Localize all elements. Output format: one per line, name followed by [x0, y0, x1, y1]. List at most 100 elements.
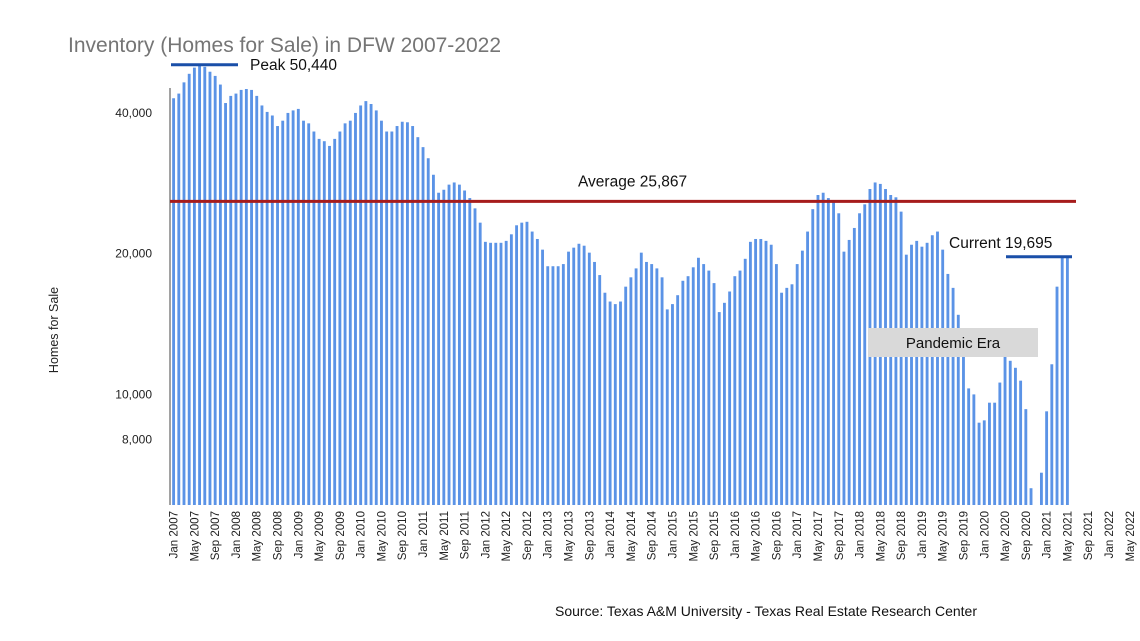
bar	[920, 246, 924, 505]
bar	[260, 105, 264, 506]
bar	[717, 312, 721, 505]
bar	[967, 388, 971, 505]
y-tick-label: 20,000	[115, 247, 152, 261]
bar	[790, 284, 794, 505]
bar	[432, 174, 435, 505]
bar	[624, 286, 628, 505]
x-tick-label: May 2013	[564, 511, 576, 562]
bar	[665, 309, 669, 505]
bar	[1055, 286, 1059, 505]
bar	[421, 147, 425, 505]
x-tick-label: May 2016	[751, 511, 763, 562]
bar	[567, 251, 570, 505]
bar	[1060, 256, 1064, 505]
bar	[634, 268, 638, 505]
bar	[977, 422, 981, 505]
bar	[468, 198, 472, 505]
bar	[359, 105, 363, 506]
y-tick-label: 8,000	[122, 433, 152, 447]
bar	[962, 341, 965, 505]
x-tick-label: Jan 2012	[480, 511, 492, 558]
bar	[743, 258, 747, 505]
bar	[499, 242, 503, 506]
y-tick-label: 10,000	[115, 387, 152, 401]
x-tick-label: Jan 2018	[855, 511, 867, 558]
bar	[702, 264, 706, 505]
bar	[1024, 409, 1028, 505]
x-tick-label: Jan 2010	[356, 511, 368, 558]
bar	[385, 131, 389, 505]
bar	[650, 264, 654, 505]
x-tick-label: Jan 2011	[418, 511, 430, 557]
bar	[463, 190, 467, 506]
bar	[530, 231, 534, 505]
bar	[946, 273, 950, 505]
bar	[1014, 367, 1017, 505]
bar	[645, 261, 648, 505]
bar	[255, 95, 259, 506]
bar	[619, 301, 622, 505]
bar	[676, 295, 680, 505]
bar	[582, 245, 586, 505]
bar	[556, 266, 560, 505]
x-tick-label: Sep 2018	[896, 511, 908, 560]
bar	[915, 240, 919, 505]
x-tick-label: Sep 2007	[210, 511, 222, 560]
bar	[442, 189, 446, 505]
bar	[452, 182, 456, 505]
x-tick-label: Sep 2020	[1021, 511, 1033, 560]
bar	[811, 209, 815, 506]
x-tick-label: Sep 2008	[273, 511, 285, 560]
bar	[406, 122, 409, 505]
bar	[437, 192, 441, 506]
bar	[515, 225, 518, 506]
x-tick-label: May 2008	[252, 511, 264, 562]
bar	[785, 287, 789, 505]
bar	[904, 254, 908, 505]
bar	[1039, 472, 1043, 505]
bar	[712, 283, 716, 505]
bar	[816, 195, 820, 505]
bar	[858, 213, 861, 506]
current-label: Current 19,695	[949, 235, 1052, 252]
bar	[172, 98, 176, 505]
bar	[899, 211, 903, 505]
x-tick-label: Sep 2009	[335, 511, 347, 560]
bar	[509, 234, 513, 505]
x-tick-label: Sep 2016	[771, 511, 783, 560]
bar	[837, 213, 841, 506]
bar	[426, 158, 430, 506]
x-tick-label: Jan 2013	[543, 511, 555, 558]
x-tick-label: Jan 2017	[792, 511, 804, 558]
bar	[686, 276, 690, 505]
x-tick-label: May 2010	[377, 511, 389, 562]
bar	[603, 292, 607, 505]
bar	[691, 267, 695, 505]
bar	[613, 304, 617, 505]
bar	[535, 238, 539, 506]
x-tick-label: Sep 2017	[834, 511, 846, 560]
bar	[354, 112, 357, 506]
bar	[847, 239, 851, 505]
bar	[348, 120, 352, 505]
bar	[806, 231, 810, 505]
bar	[1045, 411, 1049, 505]
x-tick-label: Jan 2016	[730, 511, 742, 558]
source-note: Source: Texas A&M University - Texas Rea…	[555, 603, 977, 619]
bar-series	[172, 65, 1069, 506]
bar	[302, 120, 305, 505]
x-tick-label: Sep 2014	[647, 510, 659, 560]
x-tick-label: May 2022	[1125, 511, 1137, 562]
bar	[1029, 488, 1033, 505]
x-tick-label: May 2021	[1062, 511, 1074, 562]
x-tick-label: Jan 2015	[668, 511, 680, 558]
x-tick-label: Jan 2008	[231, 511, 243, 558]
bar	[593, 261, 596, 505]
bar	[842, 251, 846, 505]
bar	[364, 101, 368, 505]
bar	[244, 89, 248, 506]
bar	[1008, 360, 1012, 505]
pandemic-era-label: Pandemic Era	[906, 335, 1001, 352]
y-tick-label: 40,000	[115, 106, 152, 120]
